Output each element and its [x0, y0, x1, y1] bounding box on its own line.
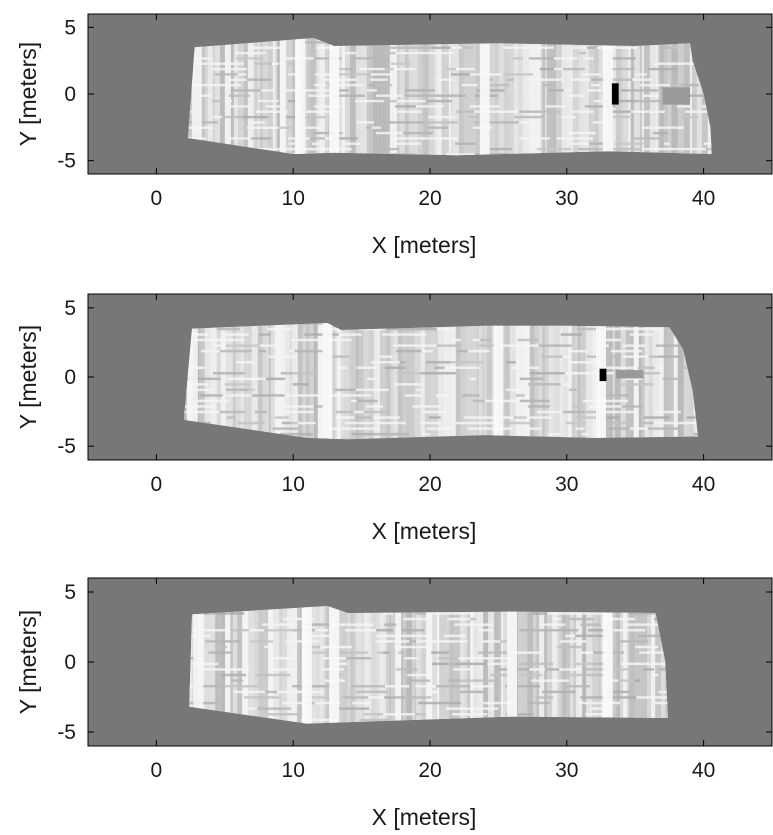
occupancy-map-2	[183, 323, 699, 440]
x-tick-label-1-4: 30	[555, 187, 578, 210]
x-tick-label-3-4: 30	[555, 759, 578, 782]
x-tick-label-2-1: 0	[151, 473, 163, 496]
y-tick-label-3-2: 0	[64, 651, 76, 674]
y-tick-label-2-3: -5	[57, 435, 76, 458]
y-tick-label-1-3: -5	[57, 150, 76, 173]
obstacle-2-1	[599, 368, 607, 382]
occupancy-map-3	[189, 606, 668, 724]
dark-region-2-1	[616, 370, 644, 379]
y-tick-label-1-1: 5	[64, 16, 76, 39]
x-tick-label-1-2: 10	[282, 187, 305, 210]
x-tick-label-1-5: 40	[692, 187, 715, 210]
x-tick-label-1-1: 0	[151, 187, 163, 210]
x-tick-label-3-5: 40	[692, 759, 715, 782]
x-tick-label-3-1: 0	[151, 759, 163, 782]
y-axis-label-3: Y [meters]	[15, 610, 41, 714]
x-axis-label-1: X [meters]	[372, 232, 477, 258]
x-tick-label-1-3: 20	[418, 187, 441, 210]
y-axis-label-1: Y [meters]	[15, 42, 41, 146]
y-tick-label-2-2: 0	[64, 366, 76, 389]
x-axis-label-3: X [meters]	[372, 804, 477, 830]
y-tick-label-3-3: -5	[57, 721, 76, 744]
x-tick-label-2-2: 10	[282, 473, 305, 496]
x-axis-label-2: X [meters]	[372, 518, 477, 544]
occupancy-map-1	[187, 38, 712, 156]
y-tick-label-1-2: 0	[64, 83, 76, 106]
x-tick-label-3-2: 10	[282, 759, 305, 782]
x-tick-label-3-3: 20	[418, 759, 441, 782]
x-tick-label-2-5: 40	[692, 473, 715, 496]
y-tick-label-3-1: 5	[64, 581, 76, 604]
obstacle-1-1	[611, 83, 619, 105]
x-tick-label-2-3: 20	[418, 473, 441, 496]
y-axis-label-2: Y [meters]	[15, 325, 41, 429]
x-tick-label-2-4: 30	[555, 473, 578, 496]
dark-region-1-1	[662, 87, 690, 105]
y-tick-label-2-1: 5	[64, 297, 76, 320]
